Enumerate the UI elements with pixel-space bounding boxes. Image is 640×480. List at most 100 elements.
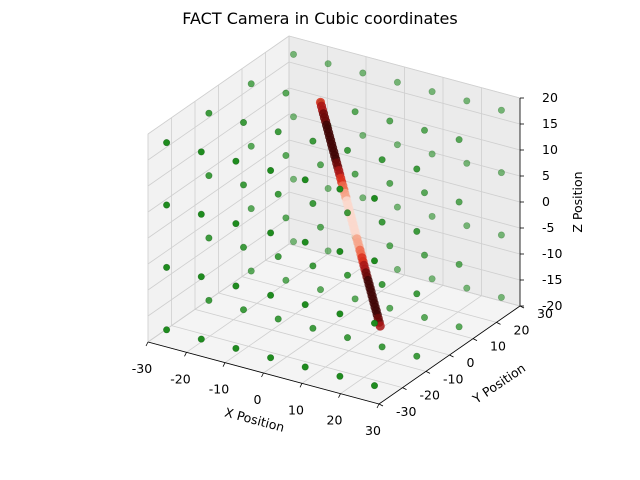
z-grid-line <box>288 61 521 125</box>
sensor-point <box>247 80 255 88</box>
chart-title: FACT Camera in Cubic coordinates <box>182 9 457 28</box>
sensor-point <box>289 113 297 121</box>
axis-panes <box>147 35 521 405</box>
sensor-point <box>301 363 309 371</box>
z-grid-line <box>288 87 521 151</box>
sensor-point <box>282 276 290 284</box>
sensor-point <box>197 210 205 218</box>
x-tick-label: -20 <box>170 371 190 386</box>
sensor-point <box>455 260 463 268</box>
z-grid-line <box>147 113 290 213</box>
sensor-point <box>232 157 240 165</box>
sensor-point <box>163 201 171 209</box>
sensor-point <box>267 167 275 175</box>
sensor-point <box>289 50 297 58</box>
sensor-point <box>420 313 428 321</box>
sensor-point <box>455 136 463 144</box>
sensor-point <box>289 238 297 246</box>
z-grid-line <box>288 139 521 203</box>
z-grid-line <box>147 87 290 187</box>
sensor-point <box>163 263 171 271</box>
sensor-point <box>413 227 421 235</box>
sensor-point <box>370 382 378 390</box>
sensor-point <box>309 137 317 145</box>
sensor-point <box>309 324 317 332</box>
sensor-point <box>497 106 505 114</box>
sensor-point <box>386 242 394 250</box>
sensor-point <box>428 275 436 283</box>
sensor-point <box>351 295 359 303</box>
y-grid-line <box>218 292 450 356</box>
z-tick-label: 20 <box>542 90 558 105</box>
sensor-point <box>247 142 255 150</box>
z-tick-label: 10 <box>542 142 558 157</box>
z-grid-line <box>147 139 290 239</box>
sensor-point <box>336 310 344 318</box>
z-tick-label: -15 <box>542 272 562 287</box>
sensor-point <box>232 282 240 290</box>
y-tick-label: -10 <box>443 371 463 386</box>
sensor-point <box>359 194 367 202</box>
sensor-point <box>163 326 171 334</box>
y-tick-label: -20 <box>420 388 440 403</box>
y-tick-labels: -30 -20-10 0 10 20 30 <box>378 305 553 419</box>
sensor-point <box>267 291 275 299</box>
sensor-point <box>205 172 213 180</box>
z-tick-label: 0 <box>542 194 550 209</box>
sensor-point <box>428 88 436 96</box>
sensor-point <box>336 248 344 256</box>
sensor-point <box>282 214 290 222</box>
sensor-point <box>370 257 378 265</box>
sensor-point <box>420 189 428 197</box>
x-tick-label: 30 <box>365 423 381 438</box>
sensor-point <box>420 251 428 259</box>
sensor-point <box>205 234 213 242</box>
y-axis-label: Y Position <box>469 360 528 407</box>
x-tick-label: 0 <box>254 392 262 407</box>
x-tick-mark <box>299 383 303 388</box>
x-tick-mark <box>261 372 264 378</box>
sensor-point <box>413 165 421 173</box>
y-tick-label: 0 <box>467 355 475 370</box>
z-grid-line <box>288 217 521 281</box>
sensor-point <box>247 267 255 275</box>
y-tick-mark <box>378 403 384 407</box>
x-tick-mark <box>145 341 149 347</box>
z-tick-label: -5 <box>542 220 554 235</box>
sensor-point <box>393 265 401 273</box>
sensor-point <box>393 141 401 149</box>
sensor-point <box>267 354 275 362</box>
sensor-point <box>274 190 282 198</box>
x-tick-mark <box>184 352 187 357</box>
y-tick-mark <box>496 321 501 325</box>
x-tick-mark <box>338 393 341 398</box>
sensor-point <box>316 223 324 231</box>
z-grid-line <box>288 165 521 229</box>
sensor-point <box>413 290 421 298</box>
y-tick-mark <box>472 338 478 342</box>
z-grid-line <box>288 191 521 255</box>
sensor-point <box>336 372 344 380</box>
sensor-point <box>351 170 359 178</box>
sensor-point <box>343 271 351 279</box>
sensor-point <box>497 169 505 177</box>
y-tick-label: 30 <box>537 306 553 321</box>
sensor-point <box>205 296 213 304</box>
sensor-point <box>497 293 505 301</box>
sensor-point <box>274 128 282 136</box>
z-tick-labels: -20 -15 -10 -5 0 5 10 15 20 <box>520 90 562 313</box>
sensor-point <box>359 131 367 139</box>
sensor-point <box>324 60 332 68</box>
y-tick-mark <box>402 387 407 391</box>
sensor-point <box>240 119 248 127</box>
y-grid-line <box>194 308 427 372</box>
sensor-point <box>343 334 351 342</box>
z-grid-line <box>147 243 290 343</box>
sensor-point <box>497 231 505 239</box>
sensor-point <box>386 179 394 187</box>
sensor-point <box>343 146 351 154</box>
z-grid-line <box>288 35 521 99</box>
sensor-point <box>343 209 351 217</box>
z-grid-line <box>147 165 290 265</box>
